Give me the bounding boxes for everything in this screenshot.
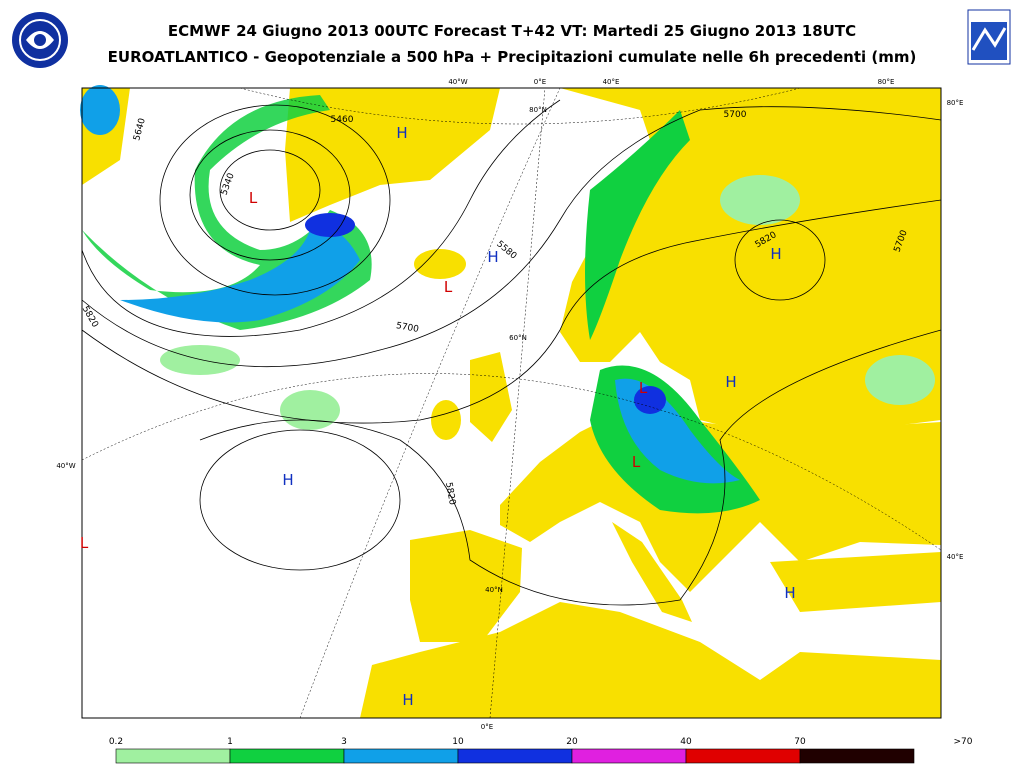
grid-label: 40°E — [947, 553, 964, 561]
legend-swatch — [229, 748, 345, 764]
grid-label: 80°E — [947, 99, 964, 107]
logo-right — [967, 9, 1011, 65]
graticule — [81, 87, 942, 719]
grid-label: 0°E — [481, 723, 493, 731]
legend-label: 70 — [794, 737, 806, 747]
legend-swatch — [115, 748, 231, 764]
logo-left — [12, 12, 68, 68]
grid-label: 60°N — [509, 334, 527, 342]
legend: 0.2 1 3 10 20 40 70 >70 — [109, 737, 973, 764]
contour-label: 5700 — [395, 321, 420, 335]
legend-label: >70 — [954, 737, 973, 747]
grid-label: 40°E — [603, 78, 620, 86]
map-labels: HH HHHHHLLLLL5460534055805700582058205700… — [56, 78, 963, 731]
legend-swatch — [457, 748, 573, 764]
contours — [81, 99, 942, 606]
legend-label: 3 — [341, 737, 347, 747]
high-label: H — [784, 584, 795, 602]
legend-swatch — [799, 748, 915, 764]
legend-swatch — [343, 748, 459, 764]
map-frame — [81, 87, 942, 719]
precipitation — [80, 85, 935, 514]
legend-label: 1 — [227, 737, 233, 747]
high-label: H — [402, 691, 413, 709]
grid-label: 40°W — [448, 78, 467, 86]
low-label: L — [249, 189, 258, 207]
high-label: H — [282, 471, 293, 489]
grid-label: 80°E — [878, 78, 895, 86]
contour-label: 5820 — [443, 482, 457, 507]
low-label: L — [632, 453, 641, 471]
map — [80, 85, 942, 719]
grid-label: 40°N — [485, 586, 503, 594]
high-label: H — [396, 124, 407, 142]
subtitle: EUROATLANTICO - Geopotenziale a 500 hPa … — [108, 48, 917, 66]
legend-label: 0.2 — [109, 737, 123, 747]
grid-label: 40°W — [56, 462, 75, 470]
contour-label: 5700 — [724, 110, 747, 120]
legend-swatch — [571, 748, 687, 764]
legend-swatch — [685, 748, 801, 764]
contour-label: 5460 — [331, 115, 354, 125]
legend-label: 20 — [566, 737, 578, 747]
title: ECMWF 24 Giugno 2013 00UTC Forecast T+42… — [168, 22, 856, 40]
grid-label: 0°E — [534, 78, 546, 86]
low-label: L — [639, 379, 648, 397]
high-label: H — [725, 373, 736, 391]
high-label: H — [487, 248, 498, 266]
legend-label: 40 — [680, 737, 692, 747]
legend-label: 10 — [452, 737, 464, 747]
low-label: L — [80, 534, 89, 552]
low-label: L — [444, 278, 453, 296]
grid-label: 80°N — [529, 106, 547, 114]
high-label: H — [770, 245, 781, 263]
